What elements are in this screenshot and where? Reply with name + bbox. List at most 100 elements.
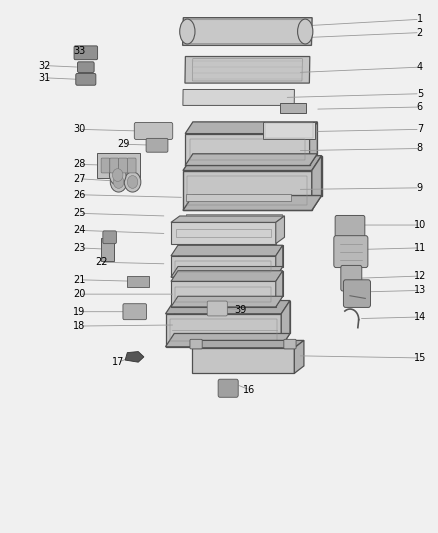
Polygon shape (280, 103, 306, 114)
FancyBboxPatch shape (334, 236, 368, 268)
Polygon shape (171, 256, 276, 277)
Polygon shape (166, 314, 281, 347)
Polygon shape (171, 281, 276, 307)
Text: 31: 31 (38, 73, 50, 83)
Polygon shape (183, 90, 294, 106)
Polygon shape (263, 123, 315, 140)
Polygon shape (171, 245, 283, 256)
Text: 19: 19 (73, 306, 85, 317)
Polygon shape (125, 352, 144, 362)
Text: 10: 10 (414, 220, 426, 230)
Polygon shape (294, 341, 304, 373)
FancyBboxPatch shape (76, 74, 96, 85)
Polygon shape (101, 238, 114, 261)
Polygon shape (171, 216, 285, 222)
Text: 14: 14 (414, 312, 426, 322)
Circle shape (113, 175, 124, 188)
Polygon shape (185, 154, 317, 165)
Text: 12: 12 (413, 271, 426, 281)
FancyBboxPatch shape (335, 215, 365, 237)
Ellipse shape (297, 19, 313, 44)
Polygon shape (183, 18, 312, 45)
Polygon shape (193, 156, 321, 196)
Text: 28: 28 (73, 159, 85, 169)
Circle shape (110, 165, 126, 185)
Polygon shape (166, 334, 290, 347)
FancyBboxPatch shape (74, 46, 98, 60)
Polygon shape (171, 271, 283, 281)
Polygon shape (178, 271, 283, 296)
FancyBboxPatch shape (190, 340, 202, 349)
FancyBboxPatch shape (146, 139, 168, 152)
FancyBboxPatch shape (341, 265, 362, 291)
Polygon shape (192, 341, 304, 348)
Text: 39: 39 (235, 305, 247, 315)
FancyBboxPatch shape (119, 158, 127, 173)
FancyBboxPatch shape (127, 158, 136, 173)
Text: 29: 29 (117, 139, 129, 149)
Text: 26: 26 (73, 190, 85, 200)
FancyBboxPatch shape (123, 304, 147, 320)
Polygon shape (281, 301, 290, 347)
Polygon shape (166, 301, 290, 314)
FancyBboxPatch shape (343, 280, 371, 308)
FancyBboxPatch shape (101, 158, 110, 173)
Polygon shape (178, 245, 283, 266)
Text: 9: 9 (417, 183, 423, 193)
FancyBboxPatch shape (103, 231, 117, 244)
Polygon shape (127, 276, 149, 287)
Polygon shape (171, 266, 283, 277)
FancyBboxPatch shape (110, 158, 119, 173)
Text: 30: 30 (73, 124, 85, 134)
Polygon shape (185, 134, 310, 165)
Polygon shape (276, 271, 283, 307)
FancyBboxPatch shape (78, 62, 94, 72)
Text: 16: 16 (244, 385, 256, 395)
Polygon shape (186, 194, 291, 200)
FancyBboxPatch shape (207, 301, 227, 316)
Text: 1: 1 (417, 14, 423, 25)
Text: 21: 21 (73, 275, 85, 285)
Polygon shape (312, 156, 321, 211)
Polygon shape (183, 156, 321, 171)
FancyBboxPatch shape (218, 379, 238, 397)
Text: 11: 11 (414, 243, 426, 253)
FancyBboxPatch shape (284, 340, 296, 349)
Polygon shape (192, 348, 294, 373)
Text: 8: 8 (417, 143, 423, 154)
Text: 5: 5 (417, 88, 423, 99)
Text: 2: 2 (417, 28, 423, 38)
Circle shape (127, 175, 138, 188)
Polygon shape (171, 296, 283, 307)
Text: 20: 20 (73, 289, 85, 299)
Text: 15: 15 (413, 353, 426, 363)
Text: 32: 32 (38, 61, 50, 70)
Polygon shape (310, 122, 317, 165)
Text: 27: 27 (73, 174, 85, 184)
Text: 18: 18 (73, 321, 85, 331)
Ellipse shape (180, 19, 195, 44)
Text: 6: 6 (417, 102, 423, 112)
Text: 4: 4 (417, 62, 423, 72)
Polygon shape (185, 122, 317, 134)
Polygon shape (171, 222, 276, 244)
Polygon shape (186, 214, 283, 218)
Text: 33: 33 (73, 46, 85, 56)
Polygon shape (174, 301, 290, 334)
Text: 17: 17 (113, 357, 125, 367)
Text: 22: 22 (95, 257, 107, 267)
Circle shape (124, 172, 141, 192)
Text: 24: 24 (73, 225, 85, 236)
Polygon shape (185, 56, 310, 83)
Polygon shape (183, 171, 312, 211)
Polygon shape (276, 216, 285, 244)
Polygon shape (183, 196, 321, 211)
Text: 13: 13 (414, 286, 426, 295)
Text: 23: 23 (73, 243, 85, 253)
FancyBboxPatch shape (134, 123, 173, 140)
Circle shape (113, 168, 123, 181)
Polygon shape (193, 122, 317, 154)
Circle shape (110, 172, 127, 192)
Text: 7: 7 (417, 124, 423, 134)
Polygon shape (97, 153, 141, 178)
